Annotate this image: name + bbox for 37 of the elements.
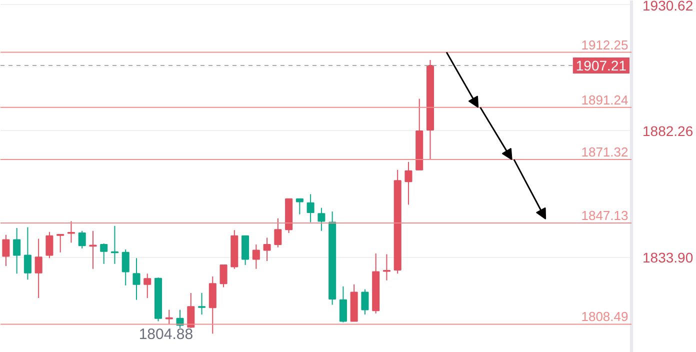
y-tick-label: 1930.62 [642, 0, 694, 14]
ref-line-label: 1912.25 [581, 37, 628, 52]
candlestick [198, 292, 206, 315]
candlestick [34, 238, 42, 298]
candlestick [100, 242, 108, 264]
candlestick [132, 258, 140, 300]
ref-line-label: 1808.49 [581, 309, 628, 324]
candlestick [24, 226, 32, 280]
candlestick [67, 220, 75, 244]
annotation: 1804.88 [138, 326, 194, 344]
candlestick [296, 198, 304, 215]
candlestick [263, 237, 271, 262]
candlestick [110, 225, 118, 264]
candlestick [361, 288, 369, 315]
candlestick [318, 207, 326, 232]
y-tick-label: 1833.90 [642, 250, 694, 266]
candlestick [220, 264, 228, 288]
candlestick [339, 286, 347, 323]
candlestick [382, 254, 390, 281]
candlestick [252, 244, 260, 270]
candlestick [274, 218, 282, 248]
ref-line-label: 1907.21 [576, 57, 627, 74]
candlestick [187, 292, 195, 329]
candlestick [242, 235, 250, 266]
candlestick [78, 230, 86, 249]
candlestick [13, 228, 21, 274]
ref-line-label: 1891.24 [581, 92, 628, 108]
ref-line-label: 1847.13 [581, 208, 628, 223]
candlestick [56, 234, 64, 253]
candlestick [144, 273, 152, 298]
ref-line-label: 1871.32 [581, 144, 628, 160]
candlestick [2, 234, 10, 267]
candlestick [306, 194, 314, 223]
candlestick [122, 248, 130, 286]
candlestick [46, 231, 54, 259]
y-tick-label: 1882.26 [642, 122, 694, 139]
candlestick [404, 161, 412, 206]
